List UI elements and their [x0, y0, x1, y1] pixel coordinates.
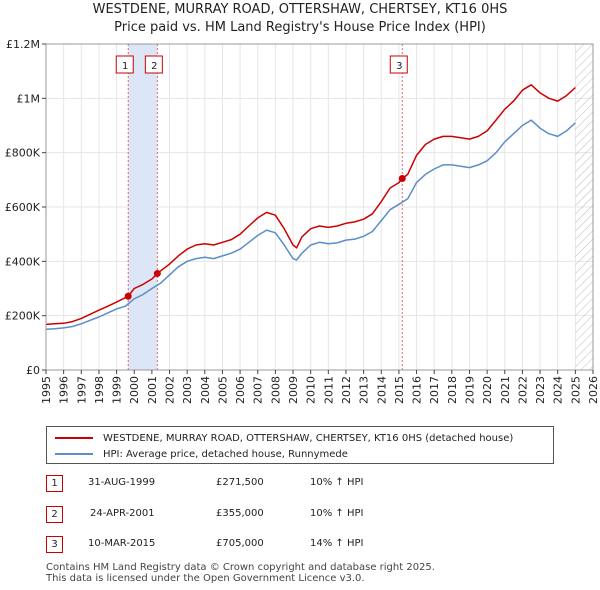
x-tick-label: 2018 — [446, 376, 459, 404]
x-tick-label: 1995 — [40, 376, 53, 404]
sale-markers: 1 2 3 — [115, 55, 408, 300]
x-tick-label: 2026 — [587, 376, 600, 404]
x-tick-label: 2015 — [393, 376, 406, 404]
sale-badge: 2 — [46, 506, 63, 523]
y-tick-label: £600K — [5, 201, 41, 214]
x-tick-label: 1998 — [93, 376, 106, 404]
sale-price: £355,000 — [216, 508, 264, 519]
sale-badge: 1 — [46, 475, 63, 492]
x-tick-label: 2000 — [128, 376, 141, 404]
x-tick-label: 1999 — [111, 376, 124, 404]
sale-badge: 3 — [46, 536, 63, 553]
x-tick-label: 2007 — [252, 376, 265, 404]
x-tick-label: 1996 — [58, 376, 71, 404]
series-layer — [45, 84, 576, 331]
x-tick-label: 2003 — [181, 376, 194, 404]
y-tick-label: £1.2M — [6, 38, 40, 51]
sale-date: 24-APR-2001 — [90, 508, 155, 519]
x-tick-label: 2013 — [358, 376, 371, 404]
y-tick-label: £400K — [5, 255, 41, 268]
sale-point-2 — [153, 270, 161, 278]
sale-hpi-change: 10% ↑ HPI — [310, 508, 364, 519]
chart: WESTDENE, MURRAY ROAD, OTTERSHAW, CHERTS… — [5, 2, 600, 404]
x-tick-label: 1997 — [75, 376, 88, 404]
x-tick-label: 2002 — [164, 376, 177, 404]
forecast-hatch — [575, 44, 593, 370]
axes: £0 £200K £400K £600K £800K £1M £1.2M 1995 1996 19… — [5, 38, 600, 404]
x-tick-label: 2011 — [322, 376, 335, 404]
sale-hpi-change: 14% ↑ HPI — [310, 538, 364, 549]
x-tick-label: 2017 — [428, 376, 441, 404]
x-tick-label: 2008 — [269, 376, 282, 404]
sale-label-box-2 — [144, 55, 163, 74]
hpi-series-line — [45, 119, 576, 331]
sale-price: £705,000 — [216, 538, 264, 549]
x-tick-label: 2010 — [305, 376, 318, 404]
x-tick-label: 2012 — [340, 376, 353, 404]
sale-point-1 — [124, 292, 132, 300]
legend-item-price: WESTDENE, MURRAY ROAD, OTTERSHAW, CHERTS… — [55, 431, 513, 445]
x-tick-label: 2006 — [234, 376, 247, 404]
sale-date: 10-MAR-2015 — [88, 538, 156, 549]
price-series-line — [45, 84, 576, 326]
sale-label-box-3 — [389, 55, 408, 74]
sale-label-1: 1 — [122, 61, 128, 72]
x-tick-label: 2016 — [411, 376, 424, 404]
legend-label-hpi: HPI: Average price, detached house, Runn… — [103, 448, 348, 460]
shaded-bands — [127, 44, 593, 370]
sale-label-box-1 — [115, 55, 134, 74]
x-tick-label: 2020 — [481, 376, 494, 404]
y-tick-label: £0 — [26, 364, 40, 377]
x-tick-label: 2021 — [499, 376, 512, 404]
x-tick-label: 2019 — [463, 376, 476, 404]
sale-date: 31-AUG-1999 — [88, 477, 156, 488]
y-tick-label: £1M — [17, 92, 41, 105]
legend-swatch-hpi — [55, 453, 93, 455]
y-tick-label: £200K — [5, 310, 41, 323]
sale-label-2: 2 — [151, 61, 157, 72]
footer-copyright: Contains HM Land Registry data © Crown c… — [46, 562, 435, 573]
x-tick-label: 2022 — [516, 376, 529, 404]
sale-price: £271,500 — [216, 477, 264, 488]
x-tick-label: 2005 — [216, 376, 229, 404]
chart-title: WESTDENE, MURRAY ROAD, OTTERSHAW, CHERTS… — [93, 2, 508, 17]
sale-point-3 — [398, 174, 406, 182]
x-tick-label: 2001 — [146, 376, 159, 404]
sale-hpi-change: 10% ↑ HPI — [310, 477, 364, 488]
x-tick-label: 2004 — [199, 376, 212, 404]
footer: Contains HM Land Registry data © Crown c… — [46, 562, 435, 584]
legend-item-hpi: HPI: Average price, detached house, Runn… — [55, 447, 348, 461]
sale-label-3: 3 — [396, 61, 402, 72]
x-tick-label: 2009 — [287, 376, 300, 404]
legend: WESTDENE, MURRAY ROAD, OTTERSHAW, CHERTS… — [46, 426, 554, 464]
legend-label-price: WESTDENE, MURRAY ROAD, OTTERSHAW, CHERTS… — [103, 432, 514, 444]
legend-swatch-price — [55, 437, 93, 439]
x-tick-label: 2025 — [569, 376, 582, 404]
x-tick-label: 2014 — [375, 376, 388, 404]
chart-subtitle: Price paid vs. HM Land Registry's House … — [114, 20, 486, 35]
x-tick-label: 2023 — [534, 376, 547, 404]
y-tick-label: £800K — [5, 147, 41, 160]
sale-period-band — [128, 44, 158, 370]
x-tick-label: 2024 — [552, 376, 565, 404]
footer-licence: This data is licensed under the Open Gov… — [46, 573, 365, 584]
